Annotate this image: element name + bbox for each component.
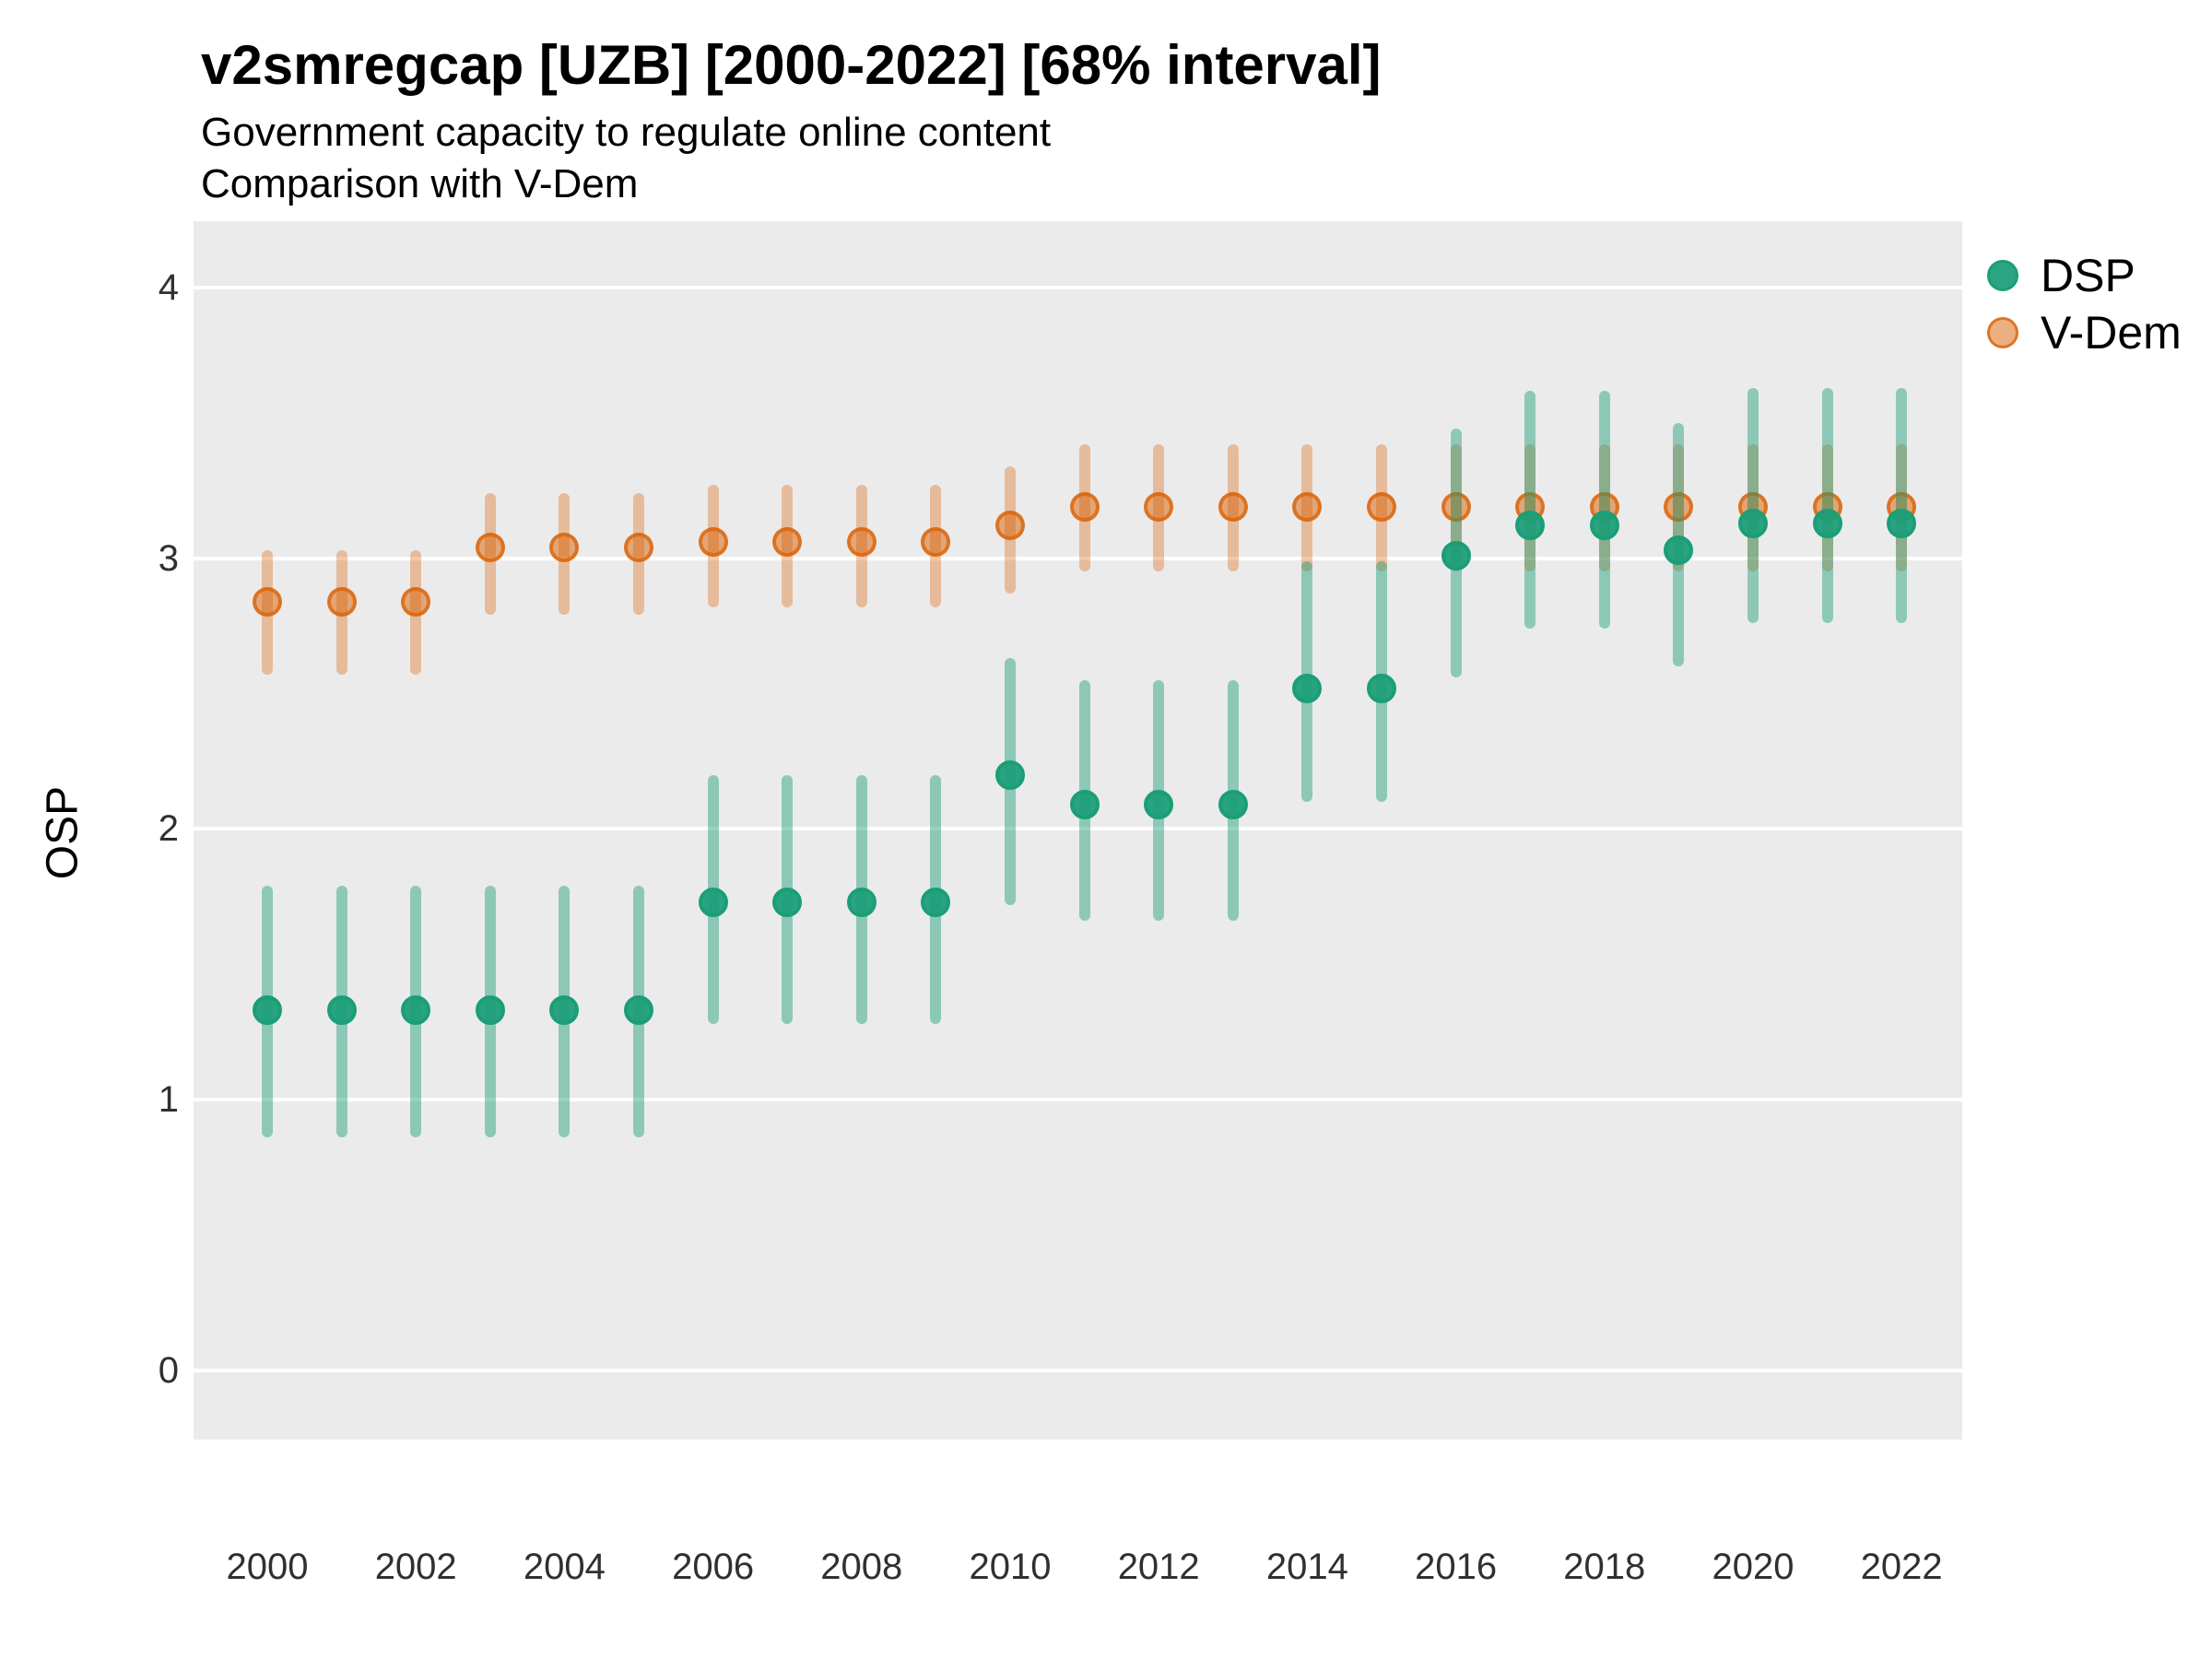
dsp-point <box>1069 789 1100 819</box>
legend-item-vdem: V-Dem <box>1987 304 2182 361</box>
x-tick-label: 2002 <box>374 1547 457 1587</box>
vdem-point <box>995 511 1025 541</box>
vdem-point-icon <box>1987 317 2018 348</box>
x-tick-label: 2004 <box>523 1547 606 1587</box>
dsp-point <box>846 887 877 917</box>
dsp-point <box>1144 789 1174 819</box>
dsp-point <box>1589 511 1619 541</box>
legend-item-dsp: DSP <box>1987 247 2182 304</box>
x-tick-label: 2008 <box>820 1547 903 1587</box>
dsp-point <box>1515 511 1546 541</box>
dsp-error-bar <box>1896 387 1908 624</box>
dsp-point <box>1738 508 1768 538</box>
x-tick-label: 2020 <box>1712 1547 1794 1587</box>
y-tick-label: 1 <box>158 1079 179 1121</box>
dsp-point <box>698 887 728 917</box>
dsp-point <box>1292 673 1323 703</box>
dsp-point <box>1887 508 1917 538</box>
chart-subtitle-line2: Comparison with V-Dem <box>201 161 639 206</box>
x-tick-label: 2014 <box>1265 1547 1348 1587</box>
dsp-point <box>624 995 653 1026</box>
x-tick-label: 2000 <box>226 1547 309 1587</box>
dsp-point <box>1812 508 1842 538</box>
dsp-point <box>921 887 951 917</box>
dsp-error-bar <box>1747 387 1759 624</box>
chart-subtitle-line1: Government capacity to regulate online c… <box>201 110 1052 155</box>
dsp-point <box>326 995 357 1026</box>
dsp-point <box>1441 540 1471 571</box>
legend-label-vdem: V-Dem <box>2041 307 2182 359</box>
vdem-point <box>475 532 505 562</box>
x-tick-label: 2012 <box>1117 1547 1200 1587</box>
gridline-y-2 <box>194 827 1962 831</box>
legend-label-dsp: DSP <box>2041 250 2136 301</box>
x-tick-label: 2016 <box>1415 1547 1498 1587</box>
dsp-point <box>1367 673 1396 703</box>
dsp-point <box>475 995 505 1026</box>
vdem-point <box>1218 491 1248 522</box>
dsp-point-icon <box>1987 260 2018 291</box>
vdem-point <box>698 527 728 558</box>
plot-panel <box>194 221 1962 1440</box>
legend: DSP V-Dem <box>1987 247 2182 361</box>
vdem-point <box>1069 491 1100 522</box>
gridline-y-1 <box>194 1098 1962 1102</box>
dsp-point <box>995 759 1025 790</box>
vdem-point <box>1664 491 1694 522</box>
gridline-y-3 <box>194 556 1962 560</box>
vdem-point <box>772 527 803 558</box>
dsp-point <box>772 887 803 917</box>
dsp-point <box>401 995 431 1026</box>
gridline-y-4 <box>194 286 1962 290</box>
x-tick-label: 2006 <box>672 1547 755 1587</box>
dsp-error-bar <box>1821 387 1833 624</box>
vdem-point <box>624 532 653 562</box>
x-tick-label: 2010 <box>969 1547 1052 1587</box>
vdem-point <box>401 586 431 617</box>
dsp-error-bar <box>1598 390 1610 629</box>
y-axis-title: OSP <box>38 785 88 880</box>
dsp-error-bar <box>1524 390 1536 629</box>
vdem-point <box>1441 491 1471 522</box>
y-tick-label: 3 <box>158 537 179 579</box>
y-tick-label: 0 <box>158 1349 179 1391</box>
dsp-point <box>549 995 580 1026</box>
chart-title: v2smregcap [UZB] [2000-2022] [68% interv… <box>201 34 1382 96</box>
vdem-point <box>253 586 282 617</box>
vdem-point <box>549 532 580 562</box>
y-tick-label: 4 <box>158 267 179 309</box>
vdem-point <box>1367 491 1396 522</box>
vdem-point <box>921 527 951 558</box>
dsp-point <box>253 995 282 1026</box>
vdem-point <box>846 527 877 558</box>
dsp-point <box>1218 789 1248 819</box>
vdem-point <box>1144 491 1174 522</box>
vdem-point <box>1292 491 1323 522</box>
vdem-point <box>326 586 357 617</box>
x-tick-label: 2022 <box>1860 1547 1943 1587</box>
x-tick-label: 2018 <box>1563 1547 1646 1587</box>
gridline-y-0 <box>194 1368 1962 1372</box>
y-tick-label: 2 <box>158 808 179 850</box>
dsp-point <box>1664 535 1694 565</box>
